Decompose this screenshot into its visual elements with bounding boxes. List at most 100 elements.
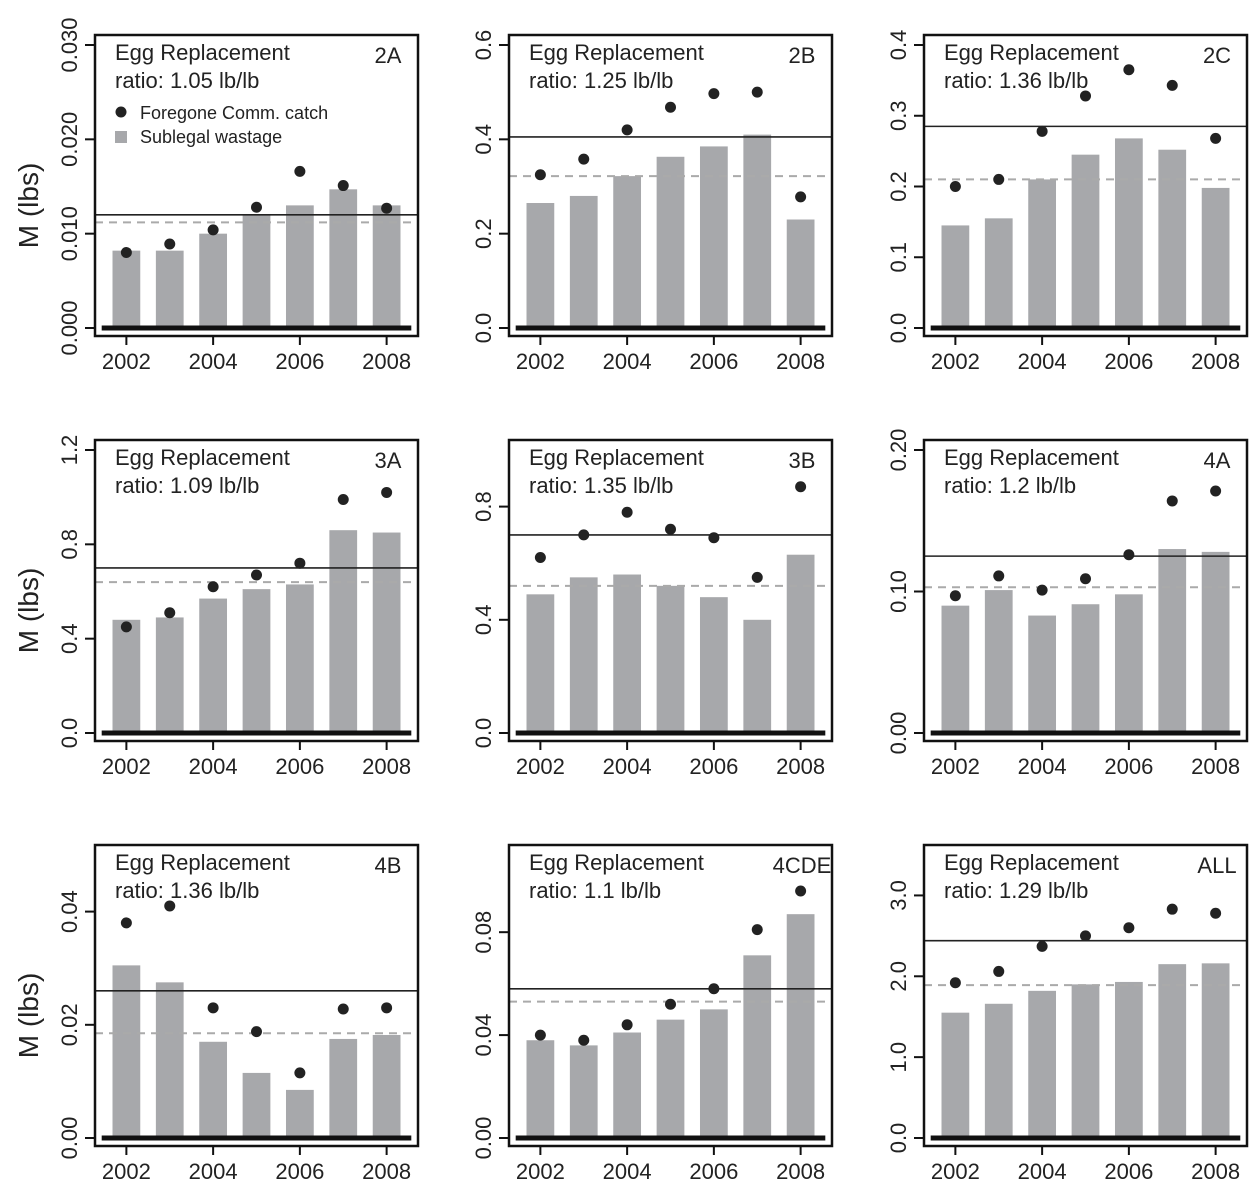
bar: [984, 590, 1013, 733]
x-tick-label: 2006: [275, 754, 324, 779]
bar: [1071, 154, 1100, 328]
data-point: [751, 86, 763, 98]
data-point: [207, 1002, 219, 1014]
panel-3a: 0.0 0.4 0.8 1.2 2002 2004 2006 2008 Egg Replacem…: [57, 435, 420, 779]
panel-3b: 0.0 0.4 0.8 2002 2004 2006 2008 Egg Replacement…: [471, 438, 834, 779]
x-tick-label: 2008: [776, 754, 825, 779]
panel-title: Egg Replacement: [529, 40, 704, 65]
bar: [1071, 984, 1100, 1138]
bar: [656, 1019, 685, 1138]
y-tick-label: 0.000: [57, 300, 82, 355]
panel-ratio: ratio: 1.35 lb/lb: [529, 473, 673, 498]
data-point: [164, 238, 176, 250]
data-point: [534, 552, 546, 564]
data-point: [120, 621, 132, 633]
data-point: [751, 571, 763, 583]
bar: [242, 1072, 271, 1138]
data-point: [708, 983, 720, 995]
y-axis-label: M (lbs): [13, 973, 44, 1059]
bar: [1201, 963, 1230, 1138]
x-tick-label: 2002: [516, 349, 565, 374]
panel-ratio: ratio: 1.1 lb/lb: [529, 878, 661, 903]
data-point: [1123, 549, 1135, 561]
x-tick-label: 2004: [603, 349, 652, 374]
panel-title: Egg Replacement: [115, 850, 290, 875]
bar: [199, 1041, 228, 1138]
x-tick-label: 2002: [102, 1159, 151, 1184]
data-point: [294, 557, 306, 569]
data-point: [993, 570, 1005, 582]
bar: [329, 189, 358, 328]
bar: [1028, 990, 1057, 1138]
x-tick-label: 2004: [1018, 1159, 1067, 1184]
data-point: [381, 202, 393, 214]
panel-2c: 0.0 0.1 0.2 0.3 0.4 2002 2004 2006 2008 Egg Repla…: [886, 30, 1249, 374]
y-tick-label: 0.3: [886, 100, 911, 131]
y-tick-label: 0.04: [57, 890, 82, 933]
data-point: [621, 506, 633, 518]
data-point: [207, 581, 219, 593]
y-tick-label: 0.10: [886, 570, 911, 613]
x-tick-label: 2008: [362, 349, 411, 374]
bar: [1028, 615, 1057, 733]
panel-2a: 0.000 0.010 0.020 0.030 2002 2004 2006 2008 Egg …: [57, 17, 420, 374]
data-point: [251, 1026, 262, 1038]
data-point: [337, 180, 349, 192]
legend-bar-marker: [115, 131, 127, 143]
bar: [656, 585, 685, 733]
x-tick-label: 2006: [1104, 754, 1153, 779]
y-tick-label: 0.4: [886, 30, 911, 61]
panel-title: Egg Replacement: [115, 40, 290, 65]
bar: [699, 146, 728, 328]
data-point: [1036, 584, 1048, 596]
data-point: [665, 101, 676, 113]
x-tick-label: 2004: [603, 754, 652, 779]
bar: [526, 594, 555, 733]
panel-ratio: ratio: 1.36 lb/lb: [944, 68, 1088, 93]
x-tick-label: 2008: [1191, 349, 1240, 374]
data-point: [1123, 64, 1135, 76]
y-tick-label: 0.20: [886, 429, 911, 472]
region-label: 3B: [789, 448, 816, 473]
bar: [941, 605, 970, 733]
data-point: [993, 173, 1005, 185]
bar: [285, 205, 314, 328]
data-point: [1036, 125, 1048, 137]
plot-frame: [93, 33, 420, 338]
x-tick-label: 2006: [1104, 1159, 1153, 1184]
panel-ratio: ratio: 1.29 lb/lb: [944, 878, 1088, 903]
legend-bar-label: Sublegal wastage: [140, 127, 282, 147]
panel-ratio: ratio: 1.2 lb/lb: [944, 473, 1076, 498]
region-label: 4B: [375, 853, 402, 878]
panel-4b: 0.00 0.02 0.04 2002 2004 2006 2008 Egg Replacem…: [57, 843, 420, 1184]
bar: [1158, 964, 1187, 1138]
bar: [1201, 187, 1230, 328]
bar: [242, 214, 271, 328]
bar: [743, 955, 772, 1138]
bar: [372, 205, 401, 328]
bar: [786, 554, 815, 733]
y-tick-label: 0.8: [57, 529, 82, 560]
x-tick-label: 2006: [689, 754, 738, 779]
plot-frame: [93, 438, 420, 743]
y-tick-label: 0.6: [471, 30, 496, 61]
y-tick-label: 0.00: [886, 712, 911, 755]
y-tick-label: 0.0: [886, 1123, 911, 1154]
bar: [613, 1032, 642, 1138]
bar: [242, 589, 271, 733]
bar: [372, 1034, 401, 1138]
bar: [1071, 604, 1100, 733]
panel-title: Egg Replacement: [529, 445, 704, 470]
bar: [155, 982, 184, 1138]
bar: [155, 617, 184, 733]
data-point: [795, 885, 807, 897]
bar: [112, 965, 141, 1138]
panel-2b: 0.0 0.2 0.4 0.6 2002 2004 2006 2008 Egg Replacem…: [471, 30, 834, 374]
bar: [285, 584, 314, 733]
y-tick-label: 0.2: [471, 218, 496, 249]
bar: [786, 219, 815, 328]
data-point: [708, 88, 720, 100]
data-point: [1166, 79, 1178, 91]
data-point: [621, 1019, 633, 1031]
y-tick-label: 3.0: [886, 880, 911, 911]
